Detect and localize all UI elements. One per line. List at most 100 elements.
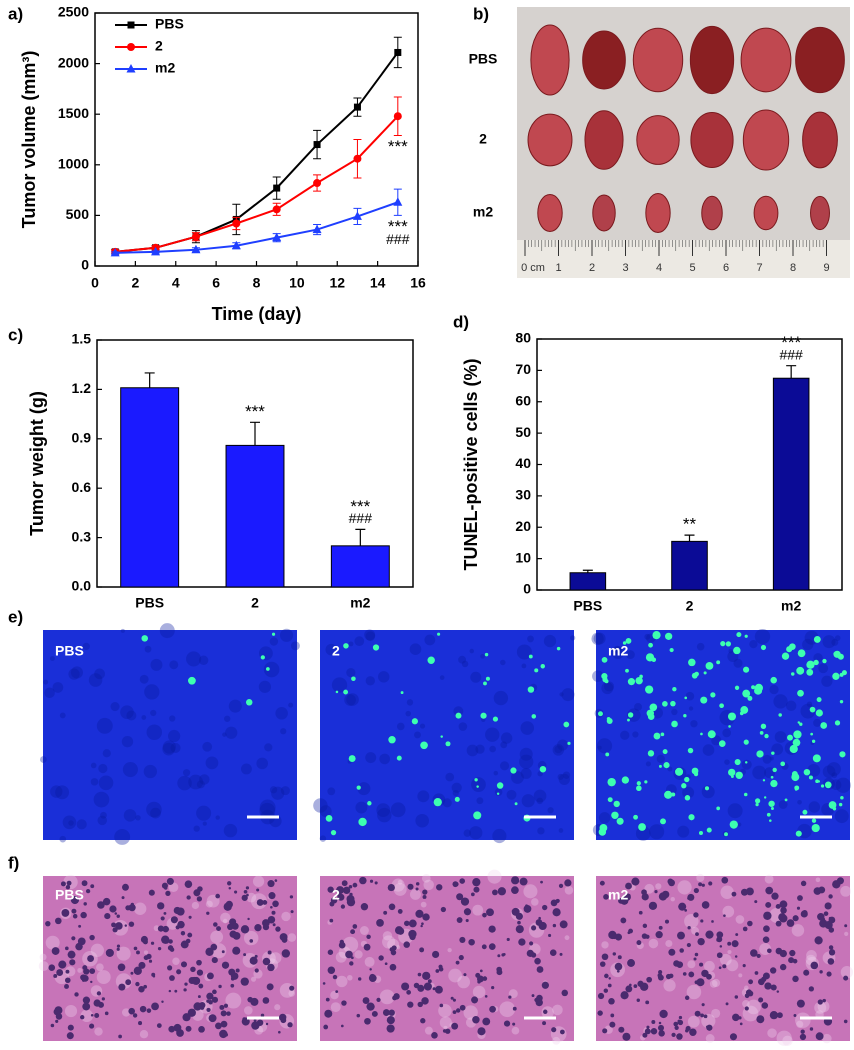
texture: [711, 978, 721, 988]
cell-dot: [208, 1014, 217, 1023]
cell-dot: [706, 827, 712, 833]
cell-dot: [795, 830, 802, 837]
y-tick-label: 1000: [58, 156, 89, 172]
cell-dot: [352, 882, 358, 888]
cell-dot: [115, 922, 123, 930]
texture: [724, 759, 730, 765]
cell-dot: [627, 718, 630, 722]
cell-dot: [636, 940, 642, 946]
cell-dot: [627, 712, 634, 718]
cell-dot: [781, 652, 790, 660]
cell-dot: [688, 814, 695, 821]
cell-dot: [163, 886, 168, 890]
y-axis-label: Tumor weight (g): [27, 391, 47, 536]
cell-dot: [415, 882, 420, 886]
texture: [177, 775, 192, 791]
texture: [342, 936, 359, 953]
cell-dot: [536, 966, 544, 973]
cell-dot: [130, 971, 134, 975]
texture: [485, 727, 500, 742]
tumor: [537, 194, 563, 232]
texture: [263, 661, 280, 678]
texture: [191, 901, 200, 910]
texture: [50, 785, 63, 798]
cell-dot: [58, 960, 67, 969]
cell-dot: [325, 815, 333, 822]
texture: [198, 655, 209, 666]
cell-dot: [463, 973, 467, 977]
cell-dot: [422, 889, 428, 895]
cell-dot: [251, 1021, 260, 1030]
texture: [346, 693, 359, 706]
texture: [564, 935, 570, 941]
cell-dot: [180, 931, 186, 936]
cell-dot: [796, 666, 805, 675]
micrograph-label: m2: [608, 887, 628, 903]
texture: [382, 931, 393, 941]
cell-dot: [797, 689, 804, 697]
cell-dot: [711, 920, 714, 923]
texture: [627, 708, 641, 722]
cell-dot: [754, 683, 763, 692]
cell-dot: [686, 942, 691, 948]
cell-dot: [844, 924, 848, 928]
cell-dot: [707, 730, 716, 739]
cell-dot: [597, 992, 605, 1000]
cell-dot: [485, 676, 490, 681]
cell-dot: [322, 982, 326, 985]
cell-dot: [549, 949, 557, 957]
cell-dot: [638, 910, 643, 915]
cell-dot: [366, 934, 371, 940]
cell-dot: [143, 955, 149, 961]
cell-dot: [601, 673, 608, 680]
cell-dot: [688, 971, 695, 978]
cell-dot: [69, 959, 76, 966]
cell-dot: [671, 792, 676, 797]
cell-dot: [769, 1011, 779, 1020]
cell-dot: [387, 883, 395, 892]
marker: [393, 197, 403, 206]
texture: [704, 960, 715, 972]
cell-dot: [433, 798, 442, 807]
cell-dot: [196, 896, 203, 902]
cell-dot: [799, 722, 803, 726]
cell-dot: [636, 785, 642, 792]
cell-dot: [51, 947, 60, 955]
texture: [520, 721, 535, 735]
texture: [379, 753, 390, 765]
texture: [516, 644, 532, 660]
cell-dot: [66, 880, 72, 886]
cell-dot: [843, 975, 849, 981]
texture: [396, 945, 401, 950]
texture: [499, 761, 510, 771]
cell-dot: [197, 886, 203, 892]
cell-dot: [677, 1019, 681, 1023]
cell-dot: [607, 797, 613, 803]
cell-dot: [765, 886, 774, 895]
cell-dot: [345, 950, 353, 959]
texture: [325, 643, 338, 656]
cell-dot: [700, 732, 703, 736]
texture: [762, 754, 772, 764]
texture: [196, 805, 212, 821]
texture: [521, 794, 535, 808]
texture: [644, 883, 655, 894]
cell-dot: [190, 966, 196, 973]
cell-dot: [733, 646, 741, 655]
cell-dot: [456, 917, 463, 923]
cell-dot: [403, 941, 410, 948]
texture: [612, 645, 622, 655]
cell-dot: [421, 922, 424, 926]
cell-dot: [687, 747, 694, 754]
cell-dot: [729, 1033, 738, 1041]
texture: [287, 933, 297, 942]
texture: [500, 732, 513, 744]
texture: [466, 744, 479, 757]
texture: [489, 745, 496, 753]
texture: [601, 941, 609, 949]
cell-dot: [324, 1009, 333, 1018]
cell-dot: [335, 990, 339, 994]
texture: [143, 764, 157, 779]
texture: [439, 1016, 452, 1029]
x-tick-label: m2: [350, 595, 370, 611]
